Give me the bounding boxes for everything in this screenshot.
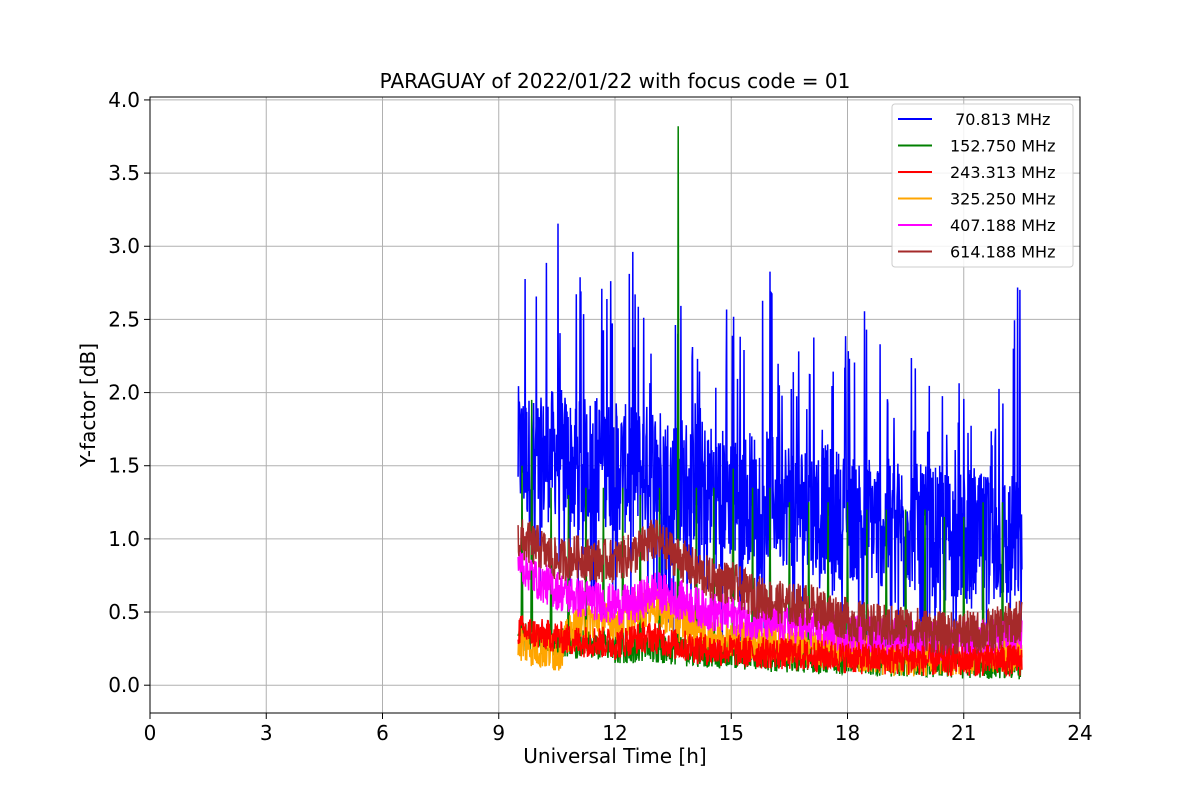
y-tick-label: 2.5 (108, 307, 140, 331)
legend: 70.813 MHz 152.750 MHz 243.313 MHz 325.250 … (891, 103, 1074, 268)
y-axis-label: Y-factor [dB] (76, 343, 100, 468)
series-line-614-188-mhz (517, 519, 1023, 656)
legend-label: 243.313 MHz (950, 163, 1055, 182)
x-tick-label: 6 (376, 721, 389, 745)
legend-label: 70.813 MHz (950, 110, 1050, 129)
x-tick-label: 12 (602, 721, 627, 745)
y-tick-label: 2.0 (108, 381, 140, 405)
legend-box (891, 103, 1074, 268)
x-tick-label: 21 (951, 721, 976, 745)
y-tick-label: 1.0 (108, 527, 140, 551)
chart-title: PARAGUAY of 2022/01/22 with focus code =… (380, 69, 851, 93)
x-tick-label: 9 (492, 721, 505, 745)
y-tick-label: 4.0 (108, 88, 140, 112)
x-tick-label: 3 (260, 721, 273, 745)
legend-label: 325.250 MHz (950, 190, 1055, 209)
legend-label: 407.188 MHz (950, 216, 1055, 235)
y-tick-label: 3.5 (108, 161, 140, 185)
x-axis-label: Universal Time [h] (523, 744, 706, 768)
x-tick-label: 18 (835, 721, 860, 745)
legend-label: 614.188 MHz (950, 243, 1055, 262)
series-line-70-813-mhz (517, 223, 1023, 664)
tick-layer: 0 3 6 9 12 15 18 21 24 0.0 0.5 1.0 1.5 2.0 2.5 3.0 3.5 4.… (108, 88, 1093, 745)
y-tick-label: 1.5 (108, 454, 140, 478)
x-tick-label: 24 (1067, 721, 1092, 745)
y-tick-label: 0.5 (108, 600, 140, 624)
y-tick-label: 3.0 (108, 234, 140, 258)
x-tick-label: 0 (144, 721, 157, 745)
x-tick-label: 15 (719, 721, 744, 745)
legend-label: 152.750 MHz (950, 137, 1055, 156)
series-layer (517, 126, 1023, 680)
y-tick-label: 0.0 (108, 673, 140, 697)
